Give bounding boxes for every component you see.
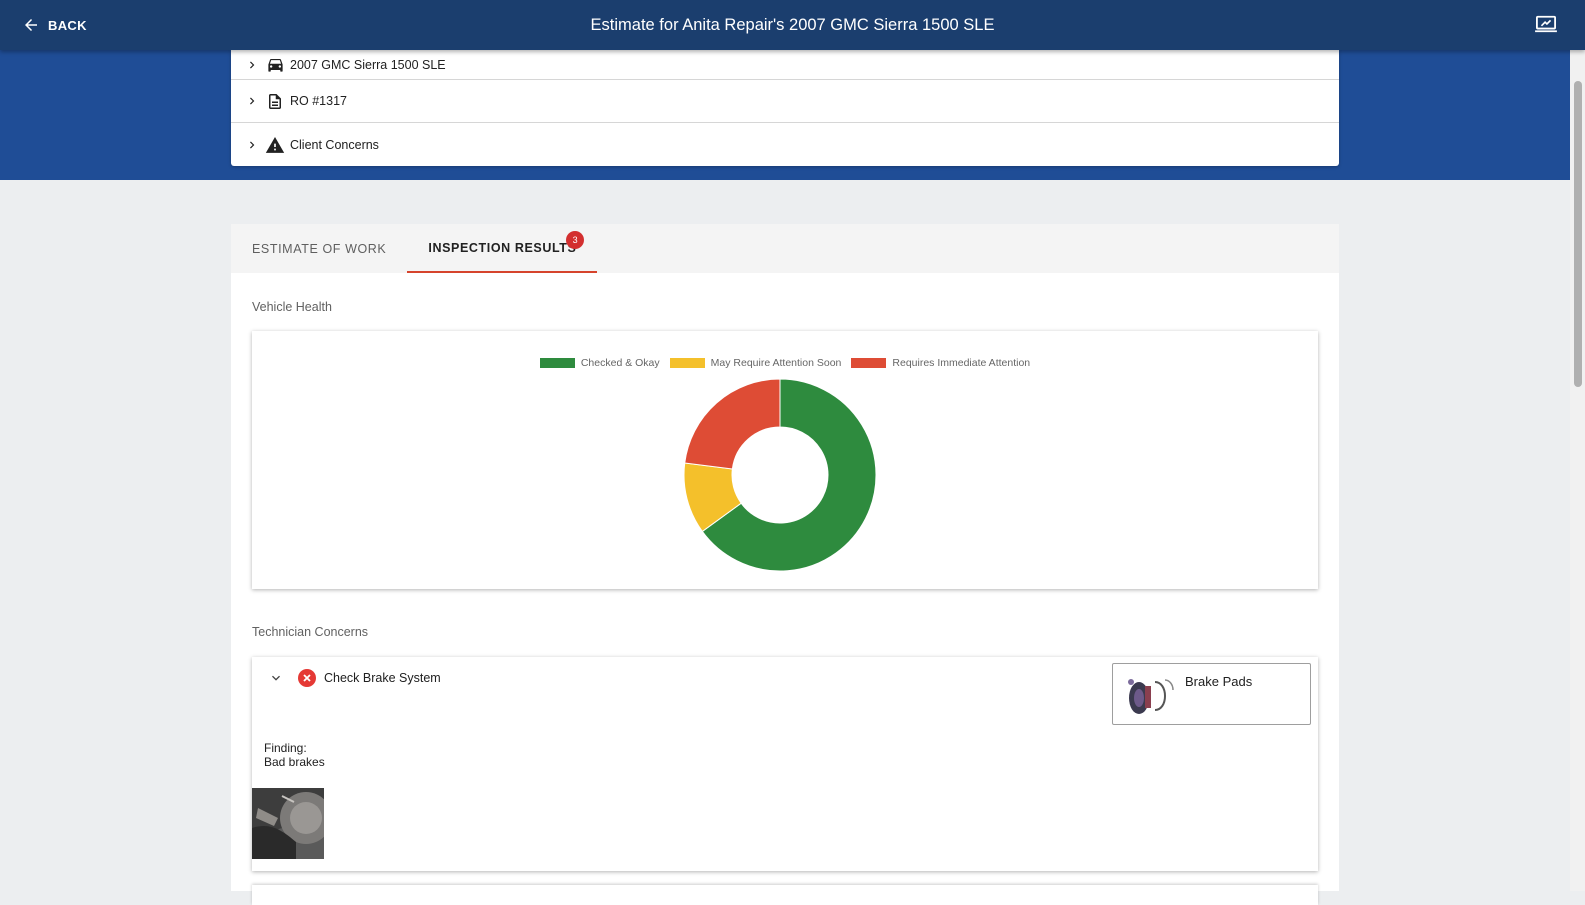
legend-item-immediate-attention[interactable]: Requires Immediate Attention — [851, 357, 1030, 369]
top-app-bar: BACK Estimate for Anita Repair's 2007 GM… — [0, 0, 1585, 50]
tab-estimate-label: ESTIMATE OF WORK — [252, 241, 387, 256]
repair-order-label: RO #1317 — [290, 94, 347, 108]
vehicle-health-chart-card: Checked & Okay May Require Attention Soo… — [252, 331, 1318, 589]
recommended-part-card[interactable]: Brake Pads — [1112, 663, 1311, 725]
donut-slice-requires-immediate-attention[interactable] — [684, 378, 781, 470]
warning-icon — [265, 135, 285, 155]
legend-label: Requires Immediate Attention — [892, 357, 1031, 369]
vehicle-row[interactable]: 2007 GMC Sierra 1500 SLE — [231, 50, 1339, 80]
legend-label: Checked & Okay — [580, 357, 660, 369]
client-concerns-row[interactable]: Client Concerns — [231, 123, 1339, 166]
car-icon — [265, 55, 285, 75]
chevron-right-icon — [245, 138, 259, 152]
page-scrollbar[interactable] — [1570, 50, 1585, 891]
arrow-left-icon — [25, 19, 37, 31]
inspection-results-panel: Vehicle Health Checked & Okay May Requir… — [231, 273, 1339, 905]
legend-item-attention-soon[interactable]: May Require Attention Soon — [669, 357, 842, 369]
page-title: Estimate for Anita Repair's 2007 GMC Sie… — [590, 16, 995, 34]
concern-title: Check Brake System — [324, 671, 441, 685]
legend-swatch-red — [851, 358, 887, 368]
part-label: Brake Pads — [1185, 674, 1253, 689]
finding-photo[interactable] — [252, 788, 324, 859]
vehicle-row-label: 2007 GMC Sierra 1500 SLE — [290, 57, 446, 72]
technician-concern-card: Check Brake System Brake Pads Finding: B… — [252, 657, 1318, 871]
finding-text: Bad brakes — [264, 755, 325, 769]
chevron-down-icon[interactable] — [268, 670, 284, 686]
chevron-right-icon — [245, 94, 259, 108]
legend-label: May Require Attention Soon — [710, 357, 842, 369]
tab-inspection-label: INSPECTION RESULTS — [428, 240, 577, 255]
chart-legend: Checked & Okay May Require Attention Soo… — [252, 357, 1318, 369]
technician-concern-card-next — [252, 885, 1318, 905]
vehicle-info-card: 2007 GMC Sierra 1500 SLE RO #1317 Client… — [231, 50, 1339, 166]
donut-slice-checked-okay[interactable] — [701, 378, 877, 572]
repair-order-row[interactable]: RO #1317 — [231, 80, 1339, 123]
inspection-count-badge: 3 — [566, 231, 585, 249]
present-button[interactable] — [1535, 14, 1557, 39]
back-label: BACK — [48, 17, 87, 33]
legend-item-checked-okay[interactable]: Checked & Okay — [539, 357, 660, 369]
technician-concerns-heading: Technician Concerns — [252, 625, 369, 639]
legend-swatch-green — [539, 358, 575, 368]
result-tabs: ESTIMATE OF WORK INSPECTION RESULTS 3 — [231, 224, 1339, 273]
vehicle-health-heading: Vehicle Health — [252, 300, 332, 314]
tab-inspection-results[interactable]: INSPECTION RESULTS 3 — [407, 224, 598, 273]
brake-pads-image — [1121, 672, 1179, 718]
legend-swatch-yellow — [669, 358, 705, 368]
back-button[interactable]: BACK — [22, 14, 87, 36]
vehicle-health-donut-chart — [683, 378, 877, 572]
chevron-right-icon — [245, 58, 259, 72]
client-concerns-label: Client Concerns — [290, 137, 379, 152]
tab-estimate-of-work[interactable]: ESTIMATE OF WORK — [231, 224, 407, 273]
finding-label: Finding: — [264, 741, 307, 755]
status-critical-icon — [298, 669, 316, 687]
document-icon — [265, 91, 285, 111]
screen-share-icon — [1535, 15, 1557, 33]
scrollbar-thumb[interactable] — [1574, 81, 1582, 387]
